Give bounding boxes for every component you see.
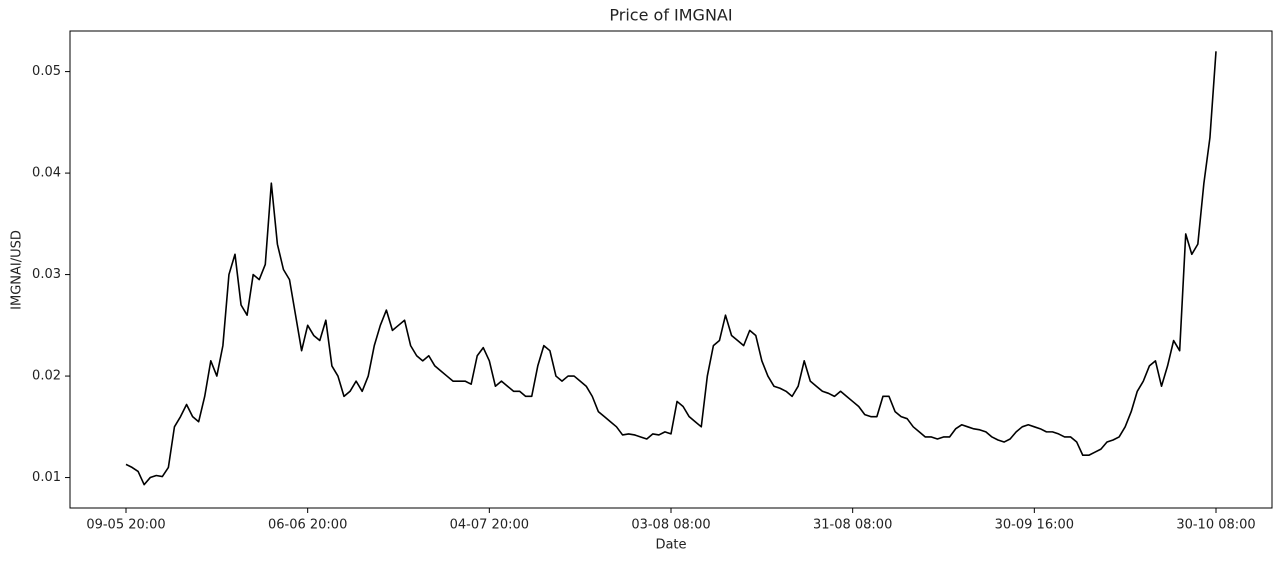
y-tick-label: 0.03: [32, 267, 61, 282]
y-axis-label: IMGNAI/USD: [10, 230, 25, 310]
x-tick-label: 30-10 08:00: [1176, 518, 1255, 533]
y-tick-label: 0.05: [32, 64, 61, 79]
x-tick-label: 30-09 16:00: [995, 518, 1074, 533]
x-axis-label: Date: [655, 538, 686, 553]
plot-frame: [69, 30, 1273, 509]
x-tick-label: 06-06 20:00: [268, 518, 347, 533]
y-tick-label: 0.02: [32, 369, 61, 384]
x-tick-label: 04-07 20:00: [450, 518, 529, 533]
x-tick-label: 31-08 08:00: [813, 518, 892, 533]
price-line: [125, 51, 1217, 486]
y-tick-label: 0.01: [32, 470, 61, 485]
x-tick-label: 03-08 08:00: [631, 518, 710, 533]
x-tick-label: 09-05 20:00: [86, 518, 165, 533]
y-tick-label: 0.04: [32, 166, 61, 181]
chart-title: Price of IMGNAI: [609, 6, 732, 25]
